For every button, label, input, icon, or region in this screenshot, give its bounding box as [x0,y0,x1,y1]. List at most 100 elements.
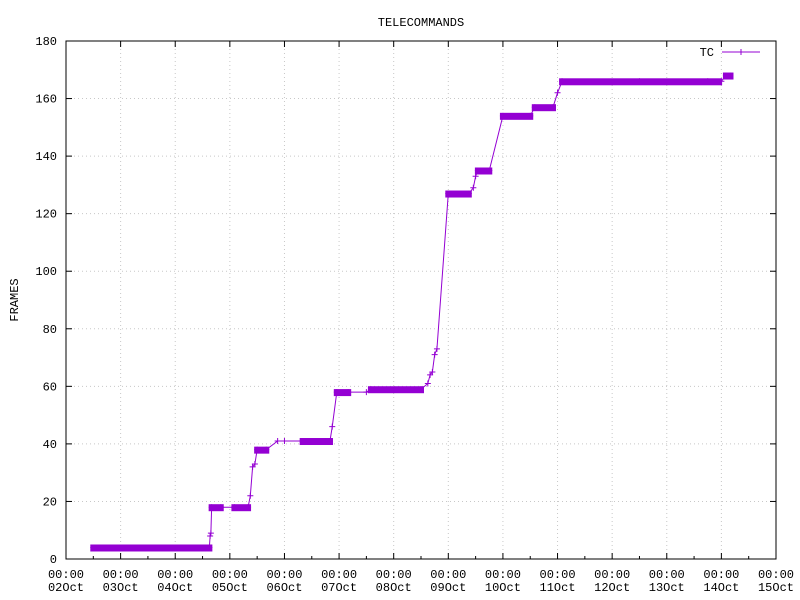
legend-marker-sample [738,49,744,55]
plot-border [65,40,777,560]
y-tick-label: 120 [35,208,57,222]
dense-marker-band [90,544,213,552]
series-line-tc [93,75,731,548]
x-tick-time: 00:00 [485,568,521,582]
legend: TC [700,46,760,60]
x-tick-date: 03Oct [103,581,139,595]
y-tick-label: 100 [35,265,57,279]
y-axis-label: FRAMES [8,278,22,321]
data-point-marker [329,423,336,430]
data-point-marker [499,112,506,119]
data-point-marker [247,492,254,499]
data-point-marker [470,184,477,191]
x-tick-date: 11Oct [540,581,576,595]
dense-marker-band [254,446,270,454]
data-point-marker [207,532,214,539]
data-point-marker [474,167,481,174]
x-tick-date: 12Oct [594,581,630,595]
x-tick-time: 00:00 [266,568,302,582]
x-tick-time: 00:00 [212,568,248,582]
dense-marker-band [333,389,352,397]
y-tick-label: 180 [35,35,57,49]
y-tick-label: 20 [43,495,57,509]
x-tick-time: 00:00 [376,568,412,582]
grid-lines [66,41,776,559]
data-point-marker [429,368,436,375]
data-series-tc [90,72,734,552]
data-point-marker [718,78,725,85]
data-point-marker [472,173,479,180]
x-tick-time: 00:00 [430,568,466,582]
dense-marker-band [445,190,472,198]
x-tick-date: 04Oct [157,581,193,595]
x-tick-time: 00:00 [540,568,576,582]
data-point-marker [333,389,340,396]
y-tick-label: 140 [35,150,57,164]
x-tick-date: 05Oct [212,581,248,595]
data-point-marker [431,351,438,358]
data-point-marker [363,389,370,396]
data-point-marker [206,544,213,551]
x-tick-time: 00:00 [103,568,139,582]
x-tick-time: 00:00 [48,568,84,582]
y-tick-label: 80 [43,323,57,337]
data-point-marker [217,504,224,511]
y-tick-label: 60 [43,380,57,394]
x-tick-time: 00:00 [703,568,739,582]
x-tick-date: 06Oct [266,581,302,595]
x-tick-date: 08Oct [376,581,412,595]
axes: 02040608010012014016018000:0002Oct00:000… [35,35,794,595]
data-point-marker [636,78,643,85]
x-tick-date: 07Oct [321,581,357,595]
x-tick-date: 13Oct [649,581,685,595]
data-point-marker [465,190,472,197]
data-point-marker [418,386,424,393]
data-point-marker [486,167,493,174]
y-tick-label: 160 [35,93,57,107]
data-point-marker [231,504,238,511]
y-tick-label: 0 [50,553,57,567]
dense-marker-band [531,104,556,112]
x-tick-time: 00:00 [594,568,630,582]
x-tick-date: 14Oct [703,581,739,595]
dense-marker-band [231,504,252,512]
x-tick-time: 00:00 [321,568,357,582]
dense-marker-band [208,504,224,512]
data-point-marker [727,72,734,79]
data-point-marker [704,78,711,85]
data-point-marker [245,504,252,511]
data-point-marker [207,530,214,537]
x-tick-time: 00:00 [758,568,794,582]
data-point-marker [554,89,561,96]
data-point-marker [263,446,270,453]
dense-marker-band [367,386,424,394]
x-tick-date: 02Oct [48,581,84,595]
x-tick-date: 09Oct [430,581,466,595]
data-point-marker [254,446,261,453]
data-point-marker [90,544,97,551]
data-point-marker [274,438,281,445]
chart-title: TELECOMMANDS [378,16,464,30]
data-point-marker [527,112,534,119]
data-point-marker [549,104,556,111]
data-point-marker [208,504,215,511]
dense-marker-band [474,167,493,175]
data-point-marker [326,438,333,445]
data-point-marker [367,386,374,393]
x-tick-date: 15Oct [758,581,794,595]
data-point-marker [281,438,288,445]
data-point-marker [559,78,566,85]
x-tick-time: 00:00 [649,568,685,582]
data-point-marker [445,190,452,197]
legend-label-tc: TC [700,46,714,60]
x-tick-time: 00:00 [157,568,193,582]
data-point-marker [433,345,440,352]
data-point-marker [424,380,431,387]
data-point-marker [345,389,352,396]
data-point-marker [251,461,258,468]
dense-marker-band [499,112,534,120]
data-point-marker [531,104,538,111]
x-tick-date: 10Oct [485,581,521,595]
dense-marker-band [299,438,333,446]
